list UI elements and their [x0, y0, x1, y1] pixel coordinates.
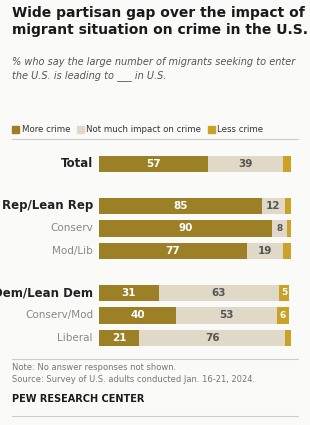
- Text: 6: 6: [280, 311, 286, 320]
- Text: Total: Total: [61, 157, 93, 170]
- Bar: [176, 307, 277, 323]
- Bar: [99, 307, 176, 323]
- Text: 21: 21: [112, 333, 126, 343]
- Text: 85: 85: [173, 201, 188, 211]
- Bar: [285, 198, 291, 214]
- Text: Liberal: Liberal: [57, 333, 93, 343]
- Bar: [247, 243, 283, 259]
- Bar: [283, 243, 291, 259]
- Text: 53: 53: [219, 310, 234, 320]
- Text: More crime: More crime: [22, 125, 70, 134]
- Text: Conserv: Conserv: [50, 223, 93, 233]
- Bar: [208, 156, 283, 172]
- Text: 31: 31: [122, 288, 136, 298]
- Bar: [158, 284, 279, 301]
- Text: 40: 40: [130, 310, 145, 320]
- Bar: [99, 220, 272, 236]
- Bar: [283, 156, 291, 172]
- Text: Conserv/Mod: Conserv/Mod: [25, 310, 93, 320]
- Text: Not much impact on crime: Not much impact on crime: [86, 125, 201, 134]
- Bar: [99, 243, 247, 259]
- Text: Dem/Lean Dem: Dem/Lean Dem: [0, 286, 93, 299]
- Bar: [277, 307, 289, 323]
- Bar: [279, 284, 289, 301]
- Bar: [285, 329, 291, 346]
- Text: Less crime: Less crime: [217, 125, 264, 134]
- Bar: [262, 198, 285, 214]
- Text: 39: 39: [238, 159, 253, 169]
- Text: 19: 19: [258, 246, 272, 256]
- Text: Mod/Lib: Mod/Lib: [52, 246, 93, 256]
- Text: 8: 8: [276, 224, 282, 233]
- Bar: [99, 156, 208, 172]
- Text: % who say the large number of migrants seeking to enter
the U.S. is leading to _: % who say the large number of migrants s…: [12, 57, 296, 81]
- Text: 12: 12: [266, 201, 281, 211]
- Text: 57: 57: [146, 159, 161, 169]
- Text: Wide partisan gap over the impact of
migrant situation on crime in the U.S.: Wide partisan gap over the impact of mig…: [12, 6, 308, 37]
- Bar: [99, 198, 262, 214]
- Text: Rep/Lean Rep: Rep/Lean Rep: [2, 199, 93, 212]
- Text: 90: 90: [178, 223, 193, 233]
- Text: 63: 63: [212, 288, 226, 298]
- Bar: [99, 329, 140, 346]
- Bar: [99, 284, 158, 301]
- Text: Note: No answer responses not shown.: Note: No answer responses not shown.: [12, 363, 177, 372]
- Bar: [272, 220, 287, 236]
- Bar: [140, 329, 285, 346]
- Text: 76: 76: [205, 333, 219, 343]
- Bar: [287, 220, 291, 236]
- Text: 77: 77: [166, 246, 180, 256]
- Text: PEW RESEARCH CENTER: PEW RESEARCH CENTER: [12, 394, 145, 405]
- Text: Source: Survey of U.S. adults conducted Jan. 16-21, 2024.: Source: Survey of U.S. adults conducted …: [12, 375, 255, 384]
- Text: 5: 5: [281, 288, 287, 297]
